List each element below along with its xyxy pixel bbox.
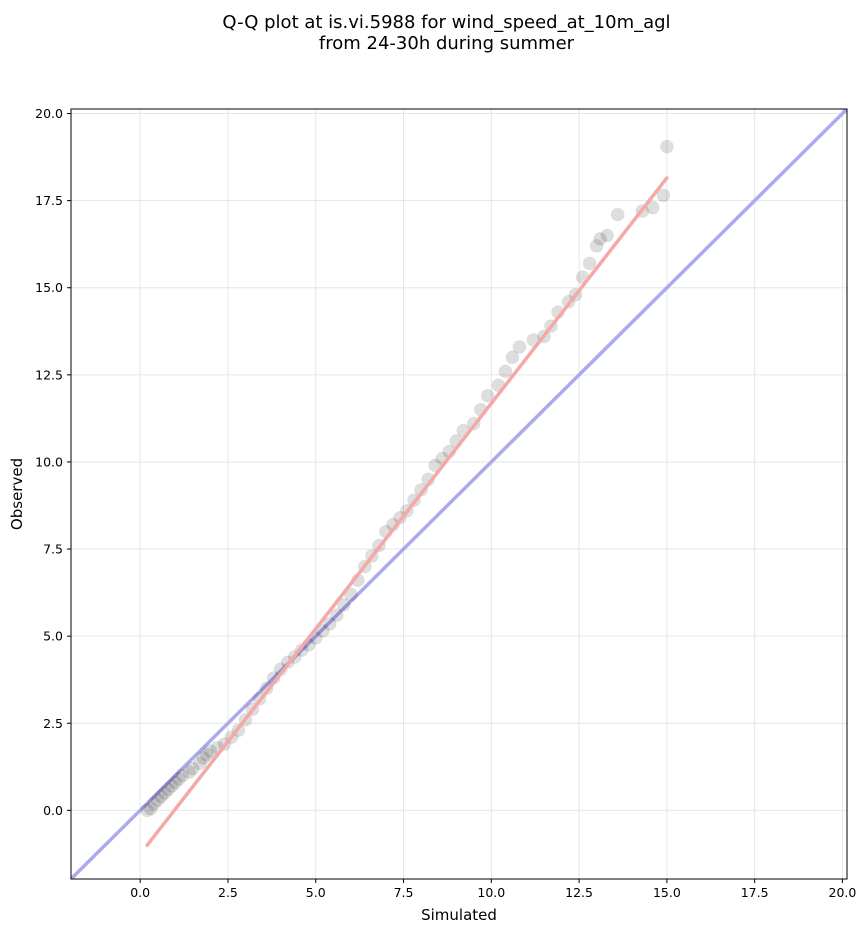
quantile-point <box>203 744 218 759</box>
axis-ticks: 0.0 2.5 5.0 7.5 10.0 12.5 15.0 17.5 20.0 0.0 2.5 5.… <box>35 106 856 900</box>
quantile-point <box>659 139 674 154</box>
quantile-point <box>505 350 520 365</box>
quantile-point <box>182 765 197 780</box>
plot-area <box>71 109 847 879</box>
x-tick-label: 0.0 <box>130 885 150 900</box>
y-tick-label: 20.0 <box>35 106 63 121</box>
reference-line <box>71 109 847 879</box>
x-tick-label: 20.0 <box>829 885 857 900</box>
quantile-point <box>589 238 604 253</box>
y-tick-label: 17.5 <box>35 193 63 208</box>
quantile-point <box>593 231 608 246</box>
chart-title-line-2: from 24-30h during summer <box>318 33 575 54</box>
y-tick-label: 10.0 <box>35 454 63 469</box>
quantile-point <box>164 778 179 793</box>
y-tick-label: 5.0 <box>43 629 63 644</box>
chart-title-line-1: Q-Q plot at is.vi.5988 for wind_speed_at… <box>222 12 671 33</box>
y-tick-label: 15.0 <box>35 280 63 295</box>
quantile-point <box>143 801 158 816</box>
y-tick-label: 7.5 <box>43 542 63 557</box>
y-tick-label: 12.5 <box>35 367 63 382</box>
quantile-point <box>199 747 214 762</box>
x-tick-label: 15.0 <box>653 885 681 900</box>
quantile-point <box>175 768 190 783</box>
quantile-point <box>645 200 660 215</box>
x-tick-label: 5.0 <box>306 885 326 900</box>
quantile-point <box>600 228 615 243</box>
y-tick-label: 0.0 <box>43 803 63 818</box>
grid-lines <box>71 109 847 879</box>
quantile-point <box>610 207 625 222</box>
quantile-point <box>480 388 495 403</box>
x-tick-label: 17.5 <box>741 885 769 900</box>
y-axis-label: Observed <box>8 458 26 530</box>
chart-title: Q-Q plot at is.vi.5988 for wind_speed_at… <box>0 12 867 54</box>
quantile-point <box>656 188 671 203</box>
x-tick-label: 7.5 <box>394 885 414 900</box>
quantile-point <box>161 782 176 797</box>
quantile-point <box>168 775 183 790</box>
quantile-point <box>498 364 513 379</box>
x-tick-label: 12.5 <box>565 885 593 900</box>
quantile-point <box>147 796 162 811</box>
quantile-point <box>582 256 597 271</box>
x-tick-label: 10.0 <box>477 885 505 900</box>
quantile-point <box>171 772 186 787</box>
quantile-point <box>196 751 211 766</box>
quantile-point <box>329 608 344 623</box>
quantile-point <box>150 792 165 807</box>
quantile-point <box>512 339 527 354</box>
quantile-point <box>154 789 169 804</box>
quantile-point <box>140 803 155 818</box>
x-axis-label: Simulated <box>421 906 497 924</box>
y-tick-label: 2.5 <box>43 716 63 731</box>
quantile-point <box>157 785 172 800</box>
quantile-point <box>322 616 337 631</box>
quantile-point <box>185 761 200 776</box>
plot-frame <box>70 108 848 880</box>
quantile-point <box>336 597 351 612</box>
quantile-point <box>192 756 207 771</box>
fit-line <box>145 176 669 847</box>
x-tick-label: 2.5 <box>218 885 238 900</box>
